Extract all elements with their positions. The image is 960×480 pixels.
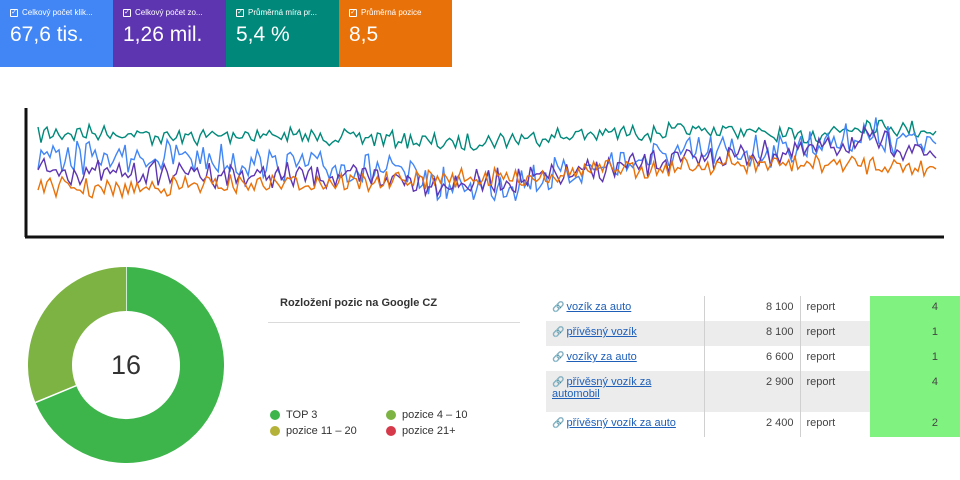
report-cell[interactable]: report: [799, 346, 870, 371]
link-icon: 🔗: [552, 418, 565, 429]
checkbox-checked-icon[interactable]: ✓: [236, 8, 244, 17]
link-icon: 🔗: [552, 352, 565, 363]
table-row: 🔗 vozíky za auto 6 600 report 1: [546, 346, 960, 371]
table-row: 🔗 přívěsný vozík 8 100 report 1: [546, 321, 960, 346]
keyword-link[interactable]: vozík za auto: [566, 301, 632, 313]
keyword-link[interactable]: přívěsný vozík za automobil: [552, 376, 652, 400]
table-row: 🔗 přívěsný vozík za auto 2 400 report 2: [546, 412, 960, 437]
search-volume: 2 400: [703, 412, 800, 437]
position-donut-chart: 16: [28, 267, 224, 463]
search-volume: 8 100: [703, 321, 800, 346]
legend-dot-icon: [386, 426, 396, 436]
series-line-0: [37, 119, 937, 151]
legend-dot-icon: [386, 410, 396, 420]
legend-label: pozice 11 – 20: [286, 425, 357, 437]
line-chart-svg: [24, 108, 944, 239]
distribution-title: Rozložení pozic na Google CZ: [280, 297, 438, 309]
position-cell: 2: [870, 412, 960, 437]
donut-slice-0[interactable]: [35, 267, 224, 463]
legend-label: TOP 3: [286, 409, 318, 421]
report-cell[interactable]: report: [799, 412, 870, 437]
divider: [268, 322, 520, 323]
donut-slice-divider: [35, 384, 77, 404]
search-volume: 8 100: [703, 296, 800, 321]
card-value: 5,4 %: [236, 23, 290, 46]
position-cell: 4: [870, 371, 960, 412]
metric-cards: ✓ Celkový počet klik... 67,6 tis. ✓ Celk…: [0, 0, 452, 67]
checkbox-checked-icon[interactable]: ✓: [123, 8, 131, 17]
card-ctr[interactable]: ✓ Průměrná míra pr... 5,4 %: [226, 0, 339, 67]
card-label: Celkový počet klik...: [22, 8, 93, 17]
link-icon: 🔗: [552, 327, 565, 338]
legend-item-21plus[interactable]: pozice 21+: [386, 425, 506, 437]
card-label: Celkový počet zo...: [135, 8, 203, 17]
checkbox-checked-icon[interactable]: ✓: [10, 8, 18, 17]
series-line-2: [37, 125, 937, 198]
series-line-3: [37, 151, 937, 200]
keyword-link[interactable]: přívěsný vozík: [566, 326, 637, 338]
donut-svg: [28, 267, 224, 463]
card-position[interactable]: ✓ Průměrná pozice 8,5: [339, 0, 452, 67]
keyword-link[interactable]: vozíky za auto: [566, 351, 637, 363]
report-cell[interactable]: report: [799, 321, 870, 346]
link-icon: 🔗: [552, 377, 565, 388]
legend-item-4-10[interactable]: pozice 4 – 10: [386, 409, 506, 421]
position-cell: 1: [870, 321, 960, 346]
legend-dot-icon: [270, 426, 280, 436]
checkbox-checked-icon[interactable]: ✓: [349, 8, 357, 17]
legend-label: pozice 4 – 10: [402, 409, 468, 421]
table-row: 🔗 přívěsný vozík za automobil 2 900 repor…: [546, 371, 960, 412]
card-label: Průměrná míra pr...: [248, 8, 317, 17]
donut-center-value: 16: [110, 349, 142, 380]
legend-dot-icon: [270, 410, 280, 420]
legend-label: pozice 21+: [402, 425, 456, 437]
performance-line-chart: [22, 104, 946, 242]
donut-slice-1[interactable]: [28, 267, 127, 403]
series-line-1: [37, 117, 937, 202]
legend-item-11-20[interactable]: pozice 11 – 20: [270, 425, 386, 437]
report-cell[interactable]: report: [799, 296, 870, 321]
card-value: 8,5: [349, 23, 379, 46]
table-row: 🔗 vozík za auto 8 100 report 4: [546, 296, 960, 321]
link-icon: 🔗: [552, 302, 565, 313]
keyword-link[interactable]: přívěsný vozík za auto: [566, 417, 676, 429]
card-value: 1,26 mil.: [123, 23, 203, 46]
card-label: Průměrná pozice: [361, 8, 422, 17]
position-cell: 4: [870, 296, 960, 321]
card-value: 67,6 tis.: [10, 23, 84, 46]
position-cell: 1: [870, 346, 960, 371]
card-impressions[interactable]: ✓ Celkový počet zo... 1,26 mil.: [113, 0, 226, 67]
search-volume: 2 900: [703, 371, 800, 412]
report-cell[interactable]: report: [799, 371, 870, 412]
donut-legend: TOP 3 pozice 4 – 10 pozice 11 – 20 pozic…: [270, 409, 506, 437]
legend-item-top3[interactable]: TOP 3: [270, 409, 386, 421]
keyword-table: 🔗 vozík za auto 8 100 report 4 🔗 přívěsný …: [546, 296, 960, 437]
card-clicks[interactable]: ✓ Celkový počet klik... 67,6 tis.: [0, 0, 113, 67]
search-volume: 6 600: [703, 346, 800, 371]
